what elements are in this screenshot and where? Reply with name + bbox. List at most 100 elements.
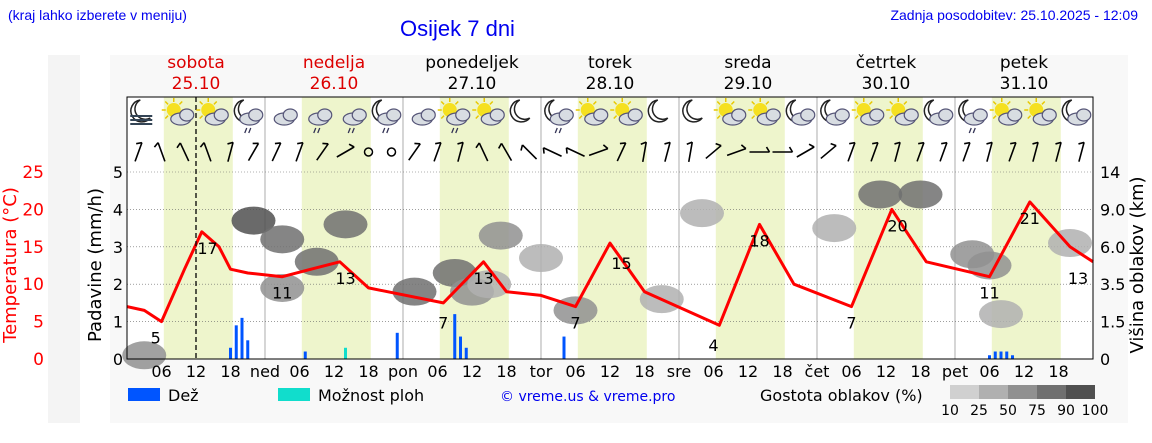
sun-ray xyxy=(213,100,218,105)
wind-barb xyxy=(847,141,856,162)
rain-bar xyxy=(999,351,1003,359)
barb-feather xyxy=(457,141,464,145)
fog-moon-icon xyxy=(130,99,153,125)
sun-ray xyxy=(716,115,721,120)
wind-barb xyxy=(1032,141,1039,162)
rain-bar xyxy=(234,325,238,359)
day-name: torek xyxy=(588,53,632,73)
cloud-part xyxy=(1076,108,1092,122)
barb-staff xyxy=(641,142,648,162)
barb-feather xyxy=(153,142,159,148)
barb-feather xyxy=(986,141,993,145)
temperature-label: 13 xyxy=(1068,269,1088,288)
cloud-part xyxy=(869,108,885,122)
cloud-blob xyxy=(260,225,305,254)
sun-ray xyxy=(992,115,997,120)
cloud-part xyxy=(282,108,298,122)
barb-feather xyxy=(808,143,815,148)
moon-shape xyxy=(509,99,531,123)
rain-bar xyxy=(303,351,307,359)
daylight-band xyxy=(163,97,233,359)
wind-barb xyxy=(796,143,815,158)
moon-icon xyxy=(509,99,531,123)
rain-mark xyxy=(317,127,321,134)
cloud-part xyxy=(213,108,229,122)
sun-cloud-icon xyxy=(851,98,885,126)
wind-barb xyxy=(726,144,747,157)
barb-staff xyxy=(986,142,993,162)
wind-barb xyxy=(247,142,260,162)
day-date: 31.10 xyxy=(1000,74,1049,94)
cloud-shape xyxy=(998,108,1023,126)
precip-tick: 4 xyxy=(113,200,123,219)
barb-staff xyxy=(157,142,166,162)
wind-barb xyxy=(870,141,879,162)
day-name: ponedeljek xyxy=(425,53,519,73)
sun-cloud-icon xyxy=(886,98,919,126)
daylight-band xyxy=(715,97,785,359)
barb-feather xyxy=(1055,141,1062,145)
wind-barb xyxy=(705,142,722,160)
barb-staff xyxy=(705,144,722,160)
barb-staff xyxy=(588,147,609,157)
barb-staff xyxy=(916,142,925,162)
barb-staff xyxy=(271,142,282,162)
wind-barb xyxy=(336,143,355,158)
temperature-label: 17 xyxy=(197,239,217,258)
temperature-label: 21 xyxy=(1020,209,1040,228)
barb-feather xyxy=(602,144,609,150)
x-tick: 18 xyxy=(772,362,792,381)
cloud-height-tick: 1.5 xyxy=(1100,313,1125,332)
credit-link: © vreme.us & vreme.pro xyxy=(500,389,675,405)
wind-barb xyxy=(565,147,585,157)
rain-bar xyxy=(459,336,462,359)
wind-barb xyxy=(616,142,627,162)
day-name: sobota xyxy=(167,53,225,73)
temp-tick: 20 xyxy=(22,200,44,220)
wind-barb xyxy=(986,141,993,162)
cloud-part xyxy=(317,108,333,122)
barb-staff xyxy=(687,142,694,162)
rain-bar xyxy=(1005,351,1009,359)
cloud-blob xyxy=(323,210,368,239)
moon-cloud-rain-icon xyxy=(371,99,402,134)
moon-shape xyxy=(647,99,669,123)
cloud-height-tick: 14 xyxy=(1100,163,1120,182)
cloud-shape xyxy=(722,108,747,126)
rain-bar xyxy=(246,340,250,359)
sun-cloud-icon xyxy=(1024,98,1057,126)
cloud-part xyxy=(351,108,367,122)
barb-staff xyxy=(820,144,837,160)
cloud-height-tick: 0 xyxy=(1100,350,1110,369)
cloud-shape xyxy=(170,108,195,126)
cloud-shape xyxy=(894,108,919,126)
temperature-label: 13 xyxy=(473,269,493,288)
wind-barb xyxy=(772,146,794,153)
legend-density-label: Gostota oblakov (%) xyxy=(760,386,923,405)
sun-ray xyxy=(613,115,618,120)
rain-mark xyxy=(386,127,390,134)
x-tick: 06 xyxy=(703,362,723,381)
sun-ray xyxy=(613,100,618,105)
sun-ray xyxy=(1006,100,1011,105)
density-swatch xyxy=(950,385,979,399)
temperature-label: 7 xyxy=(846,314,856,333)
x-tick: 12 xyxy=(462,362,482,381)
wind-barb xyxy=(295,141,304,162)
barb-feather xyxy=(227,141,234,145)
temperature-label: 20 xyxy=(887,216,907,235)
rain-mark xyxy=(972,127,976,134)
moon-cloud-rain-icon xyxy=(958,99,988,134)
barb-feather xyxy=(788,146,794,153)
barb-staff xyxy=(847,142,856,162)
rain-mark xyxy=(455,127,459,134)
barb-staff xyxy=(316,143,329,161)
cloud-blob xyxy=(680,199,724,228)
wind-barb xyxy=(588,144,609,157)
barb-staff xyxy=(796,146,815,158)
cloud-rain-icon xyxy=(308,108,333,134)
precip-tick: 3 xyxy=(113,238,123,257)
barb-feather xyxy=(941,141,948,145)
wind-barb xyxy=(433,141,442,162)
sun-ray xyxy=(854,115,859,120)
